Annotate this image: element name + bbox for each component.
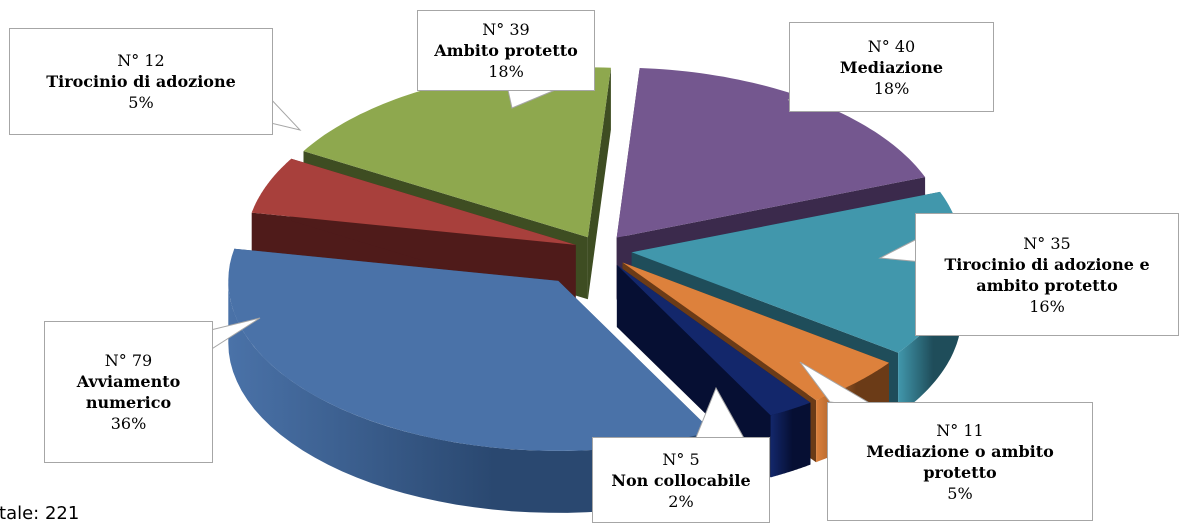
callout-mediazione: N° 40 Mediazione 18% <box>789 22 994 112</box>
callout-count: N° 5 <box>662 449 700 469</box>
callout-count: N° 11 <box>936 420 984 440</box>
callout-tirocinio-ambito: N° 35 Tirocinio di adozione e ambito pro… <box>915 213 1179 336</box>
callout-percent: 36% <box>110 414 147 433</box>
callout-count: N° 39 <box>482 20 530 39</box>
callout-count: N° 12 <box>117 51 165 70</box>
callout-count: N° 35 <box>1023 233 1071 253</box>
callout-percent: 5% <box>947 483 973 503</box>
callout-label: Non collocabile <box>611 470 751 490</box>
callout-non-collocabile: N° 5 Non collocabile 2% <box>592 437 770 523</box>
total-label: otale: 221 <box>0 503 80 524</box>
pie-slice <box>228 248 713 513</box>
callout-percent: 16% <box>1029 296 1065 316</box>
callout-count: N° 40 <box>867 36 916 56</box>
callout-tirocinio: N° 12 Tirocinio di adozione 5% <box>9 28 273 135</box>
callout-label: Tirocinio di adozione <box>46 72 236 91</box>
callout-avviamento: N° 79 Avviamento numerico 36% <box>44 321 213 463</box>
callout-percent: 5% <box>128 93 154 112</box>
callout-percent: 18% <box>873 78 910 98</box>
callout-mediazione-ambito: N° 11 Mediazione o ambito protetto 5% <box>827 402 1093 521</box>
callout-count: N° 79 <box>104 351 153 370</box>
callout-percent: 18% <box>488 62 524 81</box>
callout-label: Ambito protetto <box>434 41 578 60</box>
callout-ambito-protetto: N° 39 Ambito protetto 18% <box>417 10 595 91</box>
callout-label: Mediazione o ambito protetto <box>866 441 1054 482</box>
callout-label: Avviamento numerico <box>76 372 181 412</box>
callout-label: Tirocinio di adozione e ambito protetto <box>944 254 1150 295</box>
callout-label: Mediazione <box>839 57 944 77</box>
callout-percent: 2% <box>668 491 694 511</box>
